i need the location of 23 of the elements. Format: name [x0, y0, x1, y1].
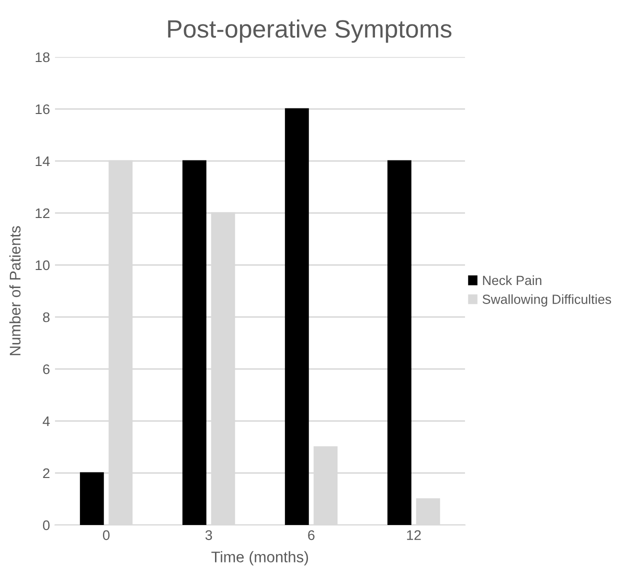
legend-label: Swallowing Difficulties [482, 294, 612, 307]
bar [284, 108, 309, 525]
y-tick-label: 16 [36, 104, 50, 114]
x-tick-label: 3 [205, 530, 212, 540]
y-tick-label: 8 [43, 312, 50, 322]
y-tick-label: 18 [36, 52, 50, 62]
x-tick-label: 6 [308, 530, 314, 540]
x-tick-label: 12 [407, 530, 421, 540]
x-tick-label: 0 [102, 530, 110, 540]
legend-label: Neck Pain [483, 275, 542, 286]
chart-title: Post-operative Symptoms [168, 19, 452, 43]
y-tick-label: 0 [42, 520, 50, 530]
y-tick-label: 4 [42, 416, 50, 426]
y-axis-title: Number of Patients [9, 226, 21, 356]
y-tick-label: 12 [36, 208, 50, 218]
bar [387, 160, 412, 525]
y-tick-label: 2 [43, 468, 50, 478]
x-axis-title: Time (months) [211, 551, 308, 566]
y-tick-label: 10 [36, 260, 50, 270]
bar [182, 160, 206, 525]
y-tick-label: 14 [36, 156, 50, 166]
y-tick-label: 6 [43, 364, 50, 374]
bar [80, 472, 104, 525]
